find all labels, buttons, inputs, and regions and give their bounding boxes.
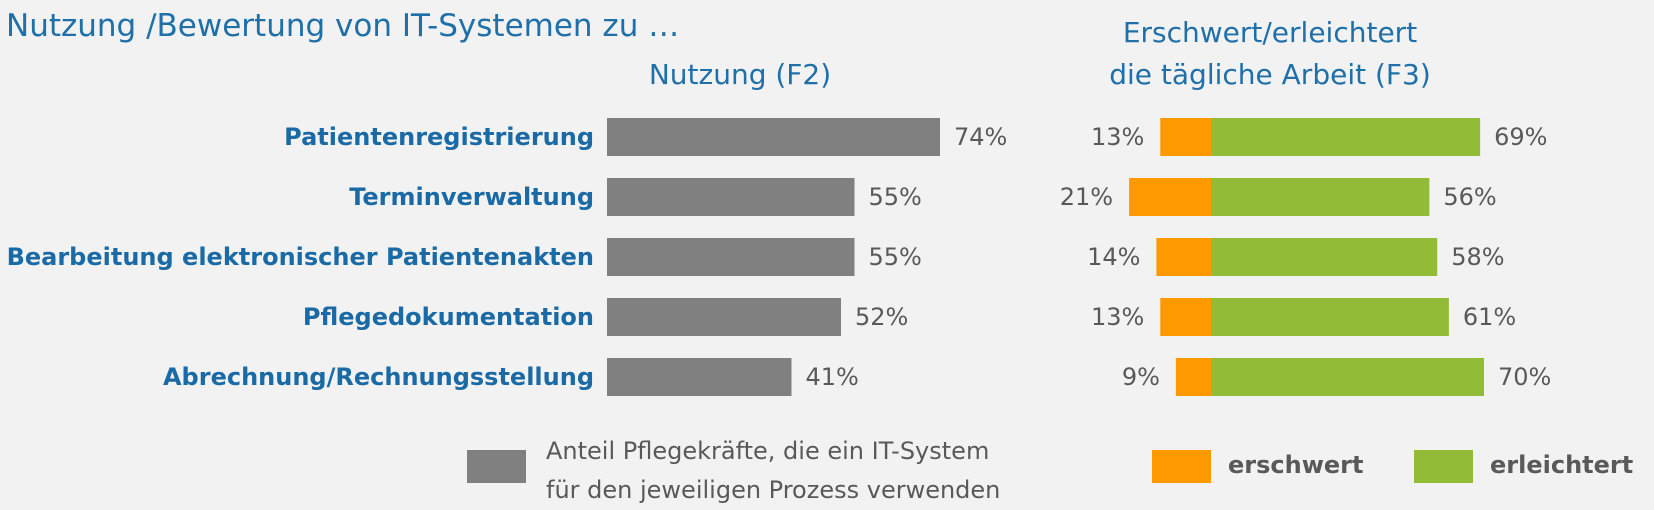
easier-bar bbox=[1211, 178, 1430, 216]
usage-value-label: 41% bbox=[805, 363, 859, 391]
usage-value-label: 52% bbox=[855, 303, 909, 331]
usage-value-label: 74% bbox=[954, 123, 1008, 151]
easier-bar bbox=[1211, 118, 1481, 156]
harder-bar bbox=[1156, 238, 1211, 276]
harder-value-label: 14% bbox=[1087, 243, 1141, 271]
harder-value-label: 13% bbox=[1090, 303, 1145, 331]
category-label: Bearbeitung elektronischer Patientenakte… bbox=[6, 243, 594, 271]
easier-value-label: 70% bbox=[1498, 363, 1552, 391]
usage-chart-title: Nutzung (F2) bbox=[648, 58, 832, 91]
easier-bar bbox=[1211, 358, 1484, 396]
usage-bar bbox=[607, 358, 792, 396]
rating-chart-title-line2: die tägliche Arbeit (F3) bbox=[1109, 58, 1431, 91]
harder-bar bbox=[1175, 358, 1211, 396]
easier-bar bbox=[1211, 238, 1438, 276]
legend-swatch-usage bbox=[467, 450, 526, 483]
category-label: Abrechnung/Rechnungsstellung bbox=[162, 363, 594, 391]
harder-value-label: 21% bbox=[1059, 183, 1114, 211]
usage-bar bbox=[607, 178, 855, 216]
legend-usage-line2: für den jeweiligen Prozess verwenden bbox=[546, 476, 1001, 504]
easier-value-label: 58% bbox=[1451, 243, 1505, 271]
usage-bar bbox=[607, 118, 940, 156]
easier-bar bbox=[1211, 298, 1449, 336]
easier-value-label: 56% bbox=[1443, 183, 1497, 211]
harder-bar bbox=[1160, 118, 1211, 156]
legend-label-harder: erschwert bbox=[1228, 451, 1364, 479]
rating-chart-title-line1: Erschwert/erleichtert bbox=[1122, 16, 1418, 49]
usage-bar bbox=[607, 238, 855, 276]
category-label: Patientenregistrierung bbox=[284, 123, 594, 151]
legend-label-easier: erleichtert bbox=[1490, 451, 1634, 479]
harder-value-label: 9% bbox=[1121, 363, 1160, 391]
harder-bar bbox=[1129, 178, 1211, 216]
legend-swatch-harder bbox=[1152, 450, 1211, 483]
usage-value-label: 55% bbox=[868, 243, 922, 271]
easier-value-label: 69% bbox=[1494, 123, 1548, 151]
easier-value-label: 61% bbox=[1462, 303, 1517, 331]
category-label: Terminverwaltung bbox=[349, 183, 594, 211]
legend-swatch-easier bbox=[1414, 450, 1473, 483]
harder-bar bbox=[1160, 298, 1211, 336]
figure-title: Nutzung /Bewertung von IT-Systemen zu … bbox=[6, 8, 680, 44]
category-label: Pflegedokumentation bbox=[302, 303, 594, 331]
usage-bar bbox=[607, 298, 841, 336]
harder-value-label: 13% bbox=[1090, 123, 1145, 151]
usage-value-label: 55% bbox=[868, 183, 922, 211]
legend-usage-line1: Anteil Pflegekräfte, die ein IT-System bbox=[546, 437, 990, 465]
